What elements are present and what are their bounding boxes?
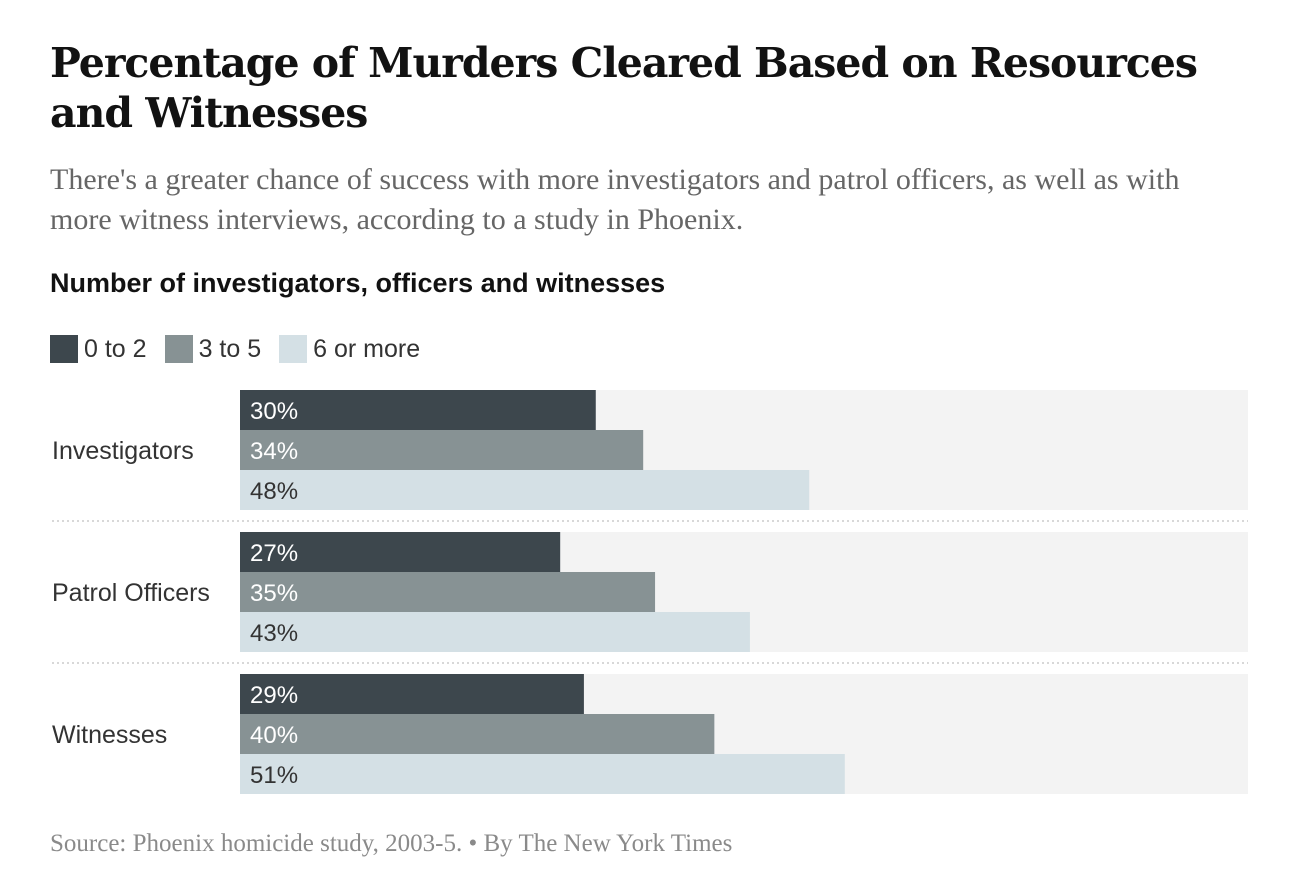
bar-investigators-0-to-2 [240,390,596,430]
data-label-witnesses-6-or-more: 51% [250,762,298,789]
legend-swatch-0-to-2 [50,335,78,363]
legend-item-3-to-5: 3 to 5 [164,334,262,364]
bar-investigators-3-to-5 [240,430,644,470]
category-label-patrol-officers: Patrol Officers [52,579,210,607]
data-label-patrol-officers-6-or-more: 43% [250,620,298,647]
bar-investigators-6-or-more [240,470,810,510]
category-label-investigators: Investigators [52,437,194,465]
legend-item-0-to-2: 0 to 2 [50,335,147,364]
data-label-investigators-3-to-5: 34% [250,438,298,465]
legend-swatch-6-or-more [279,335,308,363]
bar-patrol-officers-6-or-more [240,612,750,652]
data-label-witnesses-3-to-5: 40% [250,722,298,749]
data-label-investigators-0-to-2: 30% [250,398,298,425]
chart-subtitle: There's a greater chance of success with… [50,163,1180,236]
legend: 0 to 2 3 to 5 6 or more [50,334,438,364]
bar-patrol-officers-0-to-2 [240,532,561,572]
data-label-patrol-officers-0-to-2: 27% [250,540,298,567]
data-label-witnesses-0-to-2: 29% [250,682,298,709]
bar-witnesses-0-to-2 [240,674,584,714]
legend-swatch-3-to-5 [164,335,193,363]
data-label-investigators-6-or-more: 48% [250,478,298,505]
bar-patrol-officers-3-to-5 [240,572,656,612]
category-label-witnesses: Witnesses [52,721,167,749]
legend-label-0-to-2: 0 to 2 [84,334,147,363]
legend-label-3-to-5: 3 to 5 [198,334,262,363]
legend-label-6-or-more: 6 or more [313,334,421,363]
chart-title: Percentage of Murders Cleared Based on R… [50,39,1198,137]
data-label-patrol-officers-3-to-5: 35% [250,580,298,607]
bar-chart: Investigators 30% 34% 48% Patrol Officers 27%… [52,390,1248,794]
bar-witnesses-3-to-5 [240,714,715,754]
source-note: Source: Phoenix homicide study, 2003-5. … [50,830,733,857]
legend-item-6-or-more: 6 or more [279,335,420,364]
bar-witnesses-6-or-more [240,754,845,794]
chart-label: Number of investigators, officers and wi… [50,268,666,298]
